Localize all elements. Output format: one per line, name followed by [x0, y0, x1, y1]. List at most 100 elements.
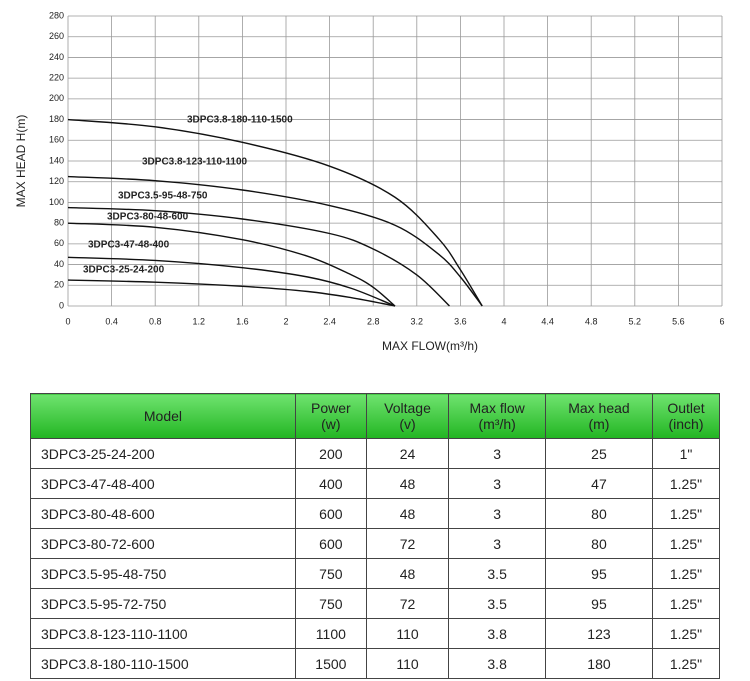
header-text: Power [311, 400, 351, 416]
x-tick-label: 0 [65, 316, 70, 326]
table-cell: 3.5 [448, 588, 546, 619]
curve-label: 3DPC3-47-48-400 [88, 240, 170, 251]
curve-label: 3DPC3-25-24-200 [83, 265, 165, 276]
table-cell: 750 [294, 588, 367, 619]
y-axis-title: MAX HEAD H(m) [14, 115, 28, 208]
table-cell: 123 [544, 618, 653, 649]
header-text: (m) [588, 416, 610, 432]
x-tick-label: 1.2 [193, 316, 206, 326]
x-tick-label: 0.4 [105, 316, 118, 326]
curve-label: 3DPC3.8-123-110-1100 [142, 157, 248, 168]
table-cell: 3DPC3.8-123-110-1100 [30, 618, 296, 649]
table-cell: 95 [544, 558, 653, 589]
table-cell: 200 [294, 438, 367, 469]
y-tick-label: 100 [49, 197, 64, 207]
table-cell: 3 [448, 528, 546, 559]
table-cell: 25 [544, 438, 653, 469]
table-cell: 48 [365, 498, 450, 529]
table-cell: 1" [651, 438, 721, 469]
curve-label: 3DPC3-80-48-600 [107, 212, 189, 223]
header-cell: Power (w) [294, 393, 367, 439]
y-tick-label: 240 [49, 52, 64, 62]
header-cell: Outlet (inch) [651, 393, 721, 439]
pump-curve [67, 256, 396, 307]
x-tick-label: 4.8 [585, 316, 598, 326]
x-tick-label: 1.6 [236, 316, 249, 326]
y-tick-label: 160 [49, 135, 64, 145]
table-cell: 3DPC3.5-95-72-750 [30, 588, 296, 619]
table-row: 3DPC3.5-95-72-750 750 72 3.5 95 1.25" [30, 588, 721, 619]
header-text: (m³/h) [478, 416, 516, 432]
header-text: Max flow [469, 400, 525, 416]
table-row: 3DPC3.8-180-110-1500 1500 110 3.8 180 1.25" [30, 648, 721, 679]
table-cell: 1.25" [651, 558, 721, 589]
x-tick-label: 4 [501, 316, 506, 326]
table-cell: 400 [294, 468, 367, 499]
table-cell: 80 [544, 498, 653, 529]
table-cell: 80 [544, 528, 653, 559]
y-tick-label: 60 [54, 238, 64, 248]
table-row: 3DPC3-47-48-400 400 48 3 47 1.25" [30, 468, 721, 499]
table-cell: 110 [365, 648, 450, 679]
y-tick-label: 140 [49, 155, 64, 165]
table-cell: 180 [544, 648, 653, 679]
header-text: Outlet [667, 400, 705, 416]
header-text: (v) [399, 416, 416, 432]
y-tick-label: 280 [49, 10, 64, 20]
table-cell: 1.25" [651, 498, 721, 529]
table-cell: 3 [448, 468, 546, 499]
table-cell: 1100 [294, 618, 367, 649]
x-tick-label: 5.6 [672, 316, 685, 326]
table-cell: 600 [294, 498, 367, 529]
table-cell: 3 [448, 438, 546, 469]
table-cell: 47 [544, 468, 653, 499]
table-row: 3DPC3-80-48-600 600 48 3 80 1.25" [30, 498, 721, 529]
table-cell: 48 [365, 558, 450, 589]
pump-curve [67, 118, 483, 307]
table-cell: 1.25" [651, 618, 721, 649]
y-tick-label: 260 [49, 31, 64, 41]
header-text: (w) [321, 416, 341, 432]
y-tick-label: 120 [49, 176, 64, 186]
table-cell: 3DPC3-80-48-600 [30, 498, 296, 529]
y-tick-label: 40 [54, 259, 64, 269]
spec-table: Model Power (w) Voltage (v) Max flow (m³/h) Max… [30, 393, 721, 679]
table-row: 3DPC3.8-123-110-1100 1100 110 3.8 123 1.25" [30, 618, 721, 649]
y-tick-label: 0 [59, 300, 64, 310]
y-tick-label: 180 [49, 114, 64, 124]
curve-label: 3DPC3.8-180-110-1500 [187, 115, 293, 126]
x-tick-label: 2.4 [323, 316, 336, 326]
header-row: Model Power (w) Voltage (v) Max flow (m³/h) Max… [30, 393, 721, 439]
table-cell: 48 [365, 468, 450, 499]
table-row: 3DPC3-80-72-600 600 72 3 80 1.25" [30, 528, 721, 559]
table-cell: 3.5 [448, 558, 546, 589]
table-cell: 3 [448, 498, 546, 529]
table-cell: 1.25" [651, 468, 721, 499]
pump-curve [67, 279, 396, 307]
header-cell: Max head (m) [544, 393, 653, 439]
table-cell: 3DPC3.5-95-48-750 [30, 558, 296, 589]
x-tick-label: 3.2 [411, 316, 424, 326]
header-text: Model [143, 408, 183, 424]
x-axis-title: MAX FLOW(m³/h) [382, 339, 478, 353]
table-cell: 1.25" [651, 648, 721, 679]
pump-curve [67, 206, 450, 307]
table-cell: 3DPC3.8-180-110-1500 [30, 648, 296, 679]
x-tick-label: 4.4 [541, 316, 554, 326]
table-row: 3DPC3.5-95-48-750 750 48 3.5 95 1.25" [30, 558, 721, 589]
table-cell: 3DPC3-80-72-600 [30, 528, 296, 559]
table-cell: 1.25" [651, 588, 721, 619]
table-cell: 600 [294, 528, 367, 559]
table-cell: 24 [365, 438, 450, 469]
table-cell: 750 [294, 558, 367, 589]
table-cell: 1500 [294, 648, 367, 679]
y-tick-label: 200 [49, 93, 64, 103]
header-text: (inch) [668, 416, 704, 432]
header-text: Voltage [384, 400, 431, 416]
table-cell: 72 [365, 588, 450, 619]
table-cell: 95 [544, 588, 653, 619]
y-tick-label: 80 [54, 218, 64, 228]
x-tick-label: 5.2 [629, 316, 642, 326]
table-cell: 3DPC3-47-48-400 [30, 468, 296, 499]
